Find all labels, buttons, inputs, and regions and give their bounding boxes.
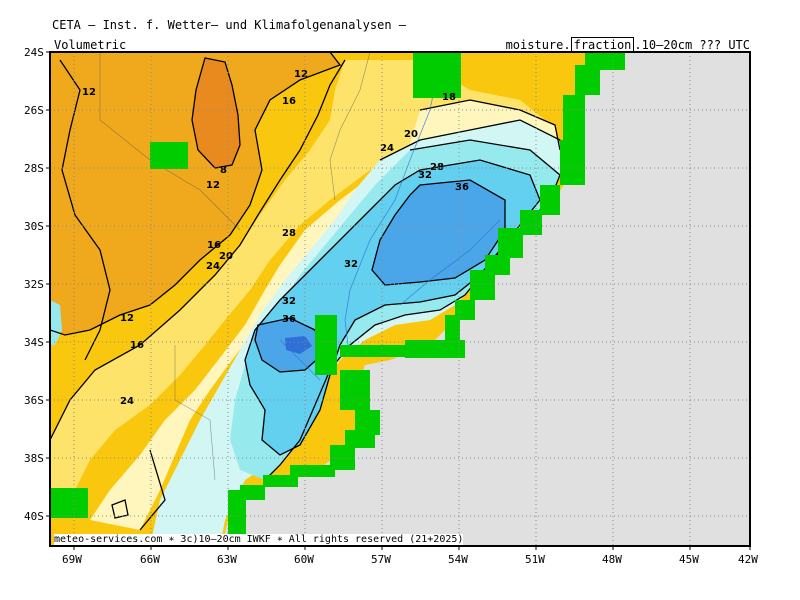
contour-label: 12 [206, 180, 220, 191]
contour-label: 12 [294, 69, 308, 80]
lat-label: 30S [24, 220, 44, 233]
contour-label: 8 [220, 165, 227, 176]
contour-label: 32 [418, 170, 432, 181]
lon-label: 54W [448, 553, 468, 566]
lat-label: 28S [24, 162, 44, 175]
lon-label: 66W [140, 553, 160, 566]
map-title: CETA — Inst. f. Wetter— und Klimafolgena… [52, 18, 407, 32]
contour-label: 18 [442, 92, 456, 103]
lat-label: 40S [24, 510, 44, 523]
copyright-footer: meteo-services.com ∗ 3c)10–20cm IWKF ∗ A… [54, 534, 464, 545]
lon-label: 45W [679, 553, 699, 566]
lat-label: 26S [24, 104, 44, 117]
latitude-labels: 24S 26S 28S 30S 32S 34S 36S 38S 40S [24, 46, 44, 523]
contour-label: 32 [282, 296, 296, 307]
lat-label: 36S [24, 394, 44, 407]
zone-8-12 [50, 52, 340, 335]
field-suffix: .10–20cm ??? UTC [634, 38, 750, 52]
lat-label: 38S [24, 452, 44, 465]
land-mask-cells [50, 52, 625, 546]
variable-type-label: Volumetric [54, 38, 127, 52]
contour-label: 12 [82, 87, 96, 98]
contour-label: 32 [344, 259, 358, 270]
contour-label: 24 [120, 396, 134, 407]
lat-label: 34S [24, 336, 44, 349]
field-unit-box: fraction [570, 37, 635, 53]
contour-label: 20 [219, 251, 233, 262]
contour-label: 16 [282, 96, 296, 107]
lon-label: 51W [525, 553, 545, 566]
contour-label: 28 [430, 162, 444, 173]
graticule [50, 52, 750, 546]
lon-label: 42W [738, 553, 758, 566]
contour-label: 24 [206, 261, 220, 272]
contour-label: 16 [207, 240, 221, 251]
lat-label: 24S [24, 46, 44, 59]
map-field: 12 12 16 18 20 24 28 32 36 8 12 16 20 24… [50, 52, 750, 546]
contour-label: 24 [380, 143, 394, 154]
longitude-labels: 69W 66W 63W 60W 57W 54W 51W 48W 45W 42W [62, 553, 758, 566]
contour-label-group: 12 12 16 18 20 24 28 32 36 8 12 16 20 24… [82, 69, 469, 407]
contour-label: 16 [130, 340, 144, 351]
contour-label: 12 [120, 313, 134, 324]
zone-36-40-north [372, 180, 505, 285]
contour-label: 36 [455, 182, 469, 193]
zone-west-cyan [50, 300, 62, 345]
lat-label: 32S [24, 278, 44, 291]
lon-label: 48W [602, 553, 622, 566]
field-prefix: moisture. [505, 38, 571, 52]
field-description: moisture. fraction .10–20cm ??? UTC [505, 37, 750, 53]
lon-label: 63W [217, 553, 237, 566]
lon-label: 57W [371, 553, 391, 566]
axis-ticks [46, 51, 751, 550]
contour-label: 36 [282, 314, 296, 325]
contour-label: 28 [282, 228, 296, 239]
lon-label: 60W [294, 553, 314, 566]
contour-label: 20 [404, 129, 418, 140]
lon-label: 69W [62, 553, 82, 566]
map-frame [49, 51, 751, 547]
